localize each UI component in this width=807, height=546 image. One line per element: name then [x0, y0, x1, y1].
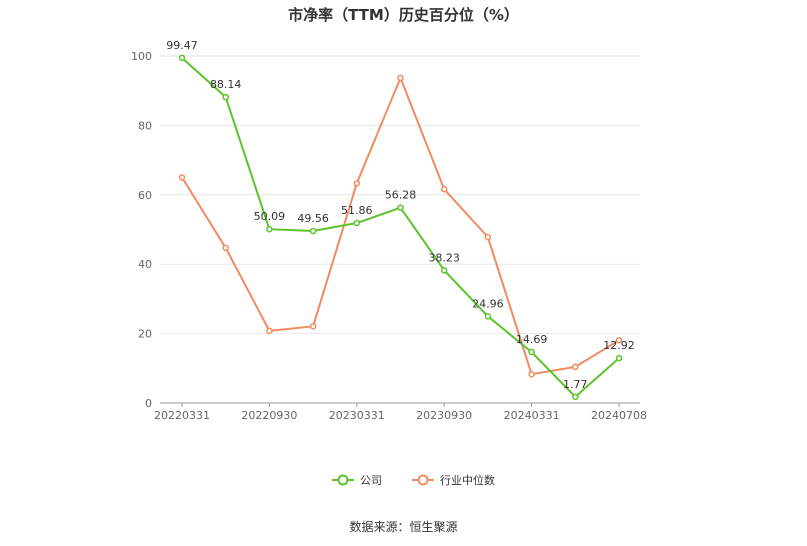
series-line-company — [181, 57, 620, 398]
data-point — [484, 233, 492, 241]
data-label: 1.77 — [563, 378, 588, 391]
x-tick-label: 20240708 — [591, 409, 647, 422]
data-point — [528, 348, 535, 356]
data-point — [615, 354, 623, 362]
data-label: 88.14 — [210, 78, 242, 91]
legend-item: 行业中位数 — [412, 473, 495, 487]
data-point — [222, 244, 229, 252]
data-point — [178, 54, 186, 62]
y-axis: 0 20 40 60 80 100 — [131, 50, 152, 410]
data-point — [528, 370, 535, 378]
data-point — [572, 363, 579, 371]
data-point — [178, 174, 186, 181]
data-point — [353, 180, 361, 187]
legend-label: 公司 — [360, 474, 382, 487]
data-point — [397, 204, 404, 211]
legend-item: 公司 — [332, 474, 382, 487]
legend-label: 行业中位数 — [440, 473, 495, 487]
series-layer — [178, 54, 623, 401]
data-point — [309, 323, 317, 330]
legend: 公司 行业中位数 — [332, 473, 495, 487]
data-label: 56.28 — [385, 189, 417, 202]
data-point — [484, 313, 492, 320]
data-point — [309, 227, 317, 235]
data-point — [397, 74, 404, 82]
x-tick-label: 20230331 — [329, 409, 385, 422]
data-label: 51.86 — [341, 204, 373, 217]
y-tick-label: 40 — [138, 258, 152, 271]
grid-lines — [160, 55, 640, 335]
x-tick-label: 20220331 — [154, 409, 210, 422]
data-point — [266, 327, 273, 335]
data-point — [222, 93, 229, 101]
y-tick-label: 80 — [138, 119, 152, 132]
legend-marker — [337, 474, 349, 486]
x-tick-label: 20240331 — [504, 409, 560, 422]
source-note: 数据来源：恒生聚源 — [349, 520, 458, 534]
data-point — [440, 185, 448, 193]
y-tick-label: 60 — [138, 189, 152, 202]
data-point — [353, 219, 361, 227]
data-point — [266, 225, 273, 233]
data-point — [440, 267, 448, 274]
data-label: 50.09 — [254, 210, 286, 223]
data-label: 14.69 — [516, 333, 548, 346]
data-label: 24.96 — [472, 297, 504, 310]
y-tick-label: 0 — [145, 397, 152, 410]
x-tick-labels: 20220331 20220930 20230331 20230930 20240331… — [154, 403, 647, 422]
x-tick-label: 20230930 — [416, 409, 472, 422]
y-tick-label: 100 — [131, 50, 152, 63]
x-tick-label: 20220930 — [241, 409, 297, 422]
data-label: 99.47 — [166, 39, 198, 52]
data-labels: 99.47 88.14 50.09 49.56 51.86 56.28 38.23 24.96… — [166, 39, 635, 391]
chart-title: 市净率（TTM）历史百分位（%） — [288, 6, 519, 24]
series-line-industry — [181, 76, 620, 376]
data-label: 49.56 — [297, 212, 329, 225]
y-tick-label: 20 — [138, 328, 152, 341]
data-label: 12.92 — [603, 339, 635, 352]
data-point — [572, 393, 579, 401]
data-label: 38.23 — [428, 251, 460, 264]
legend-marker — [417, 474, 429, 486]
data-point — [615, 336, 623, 344]
